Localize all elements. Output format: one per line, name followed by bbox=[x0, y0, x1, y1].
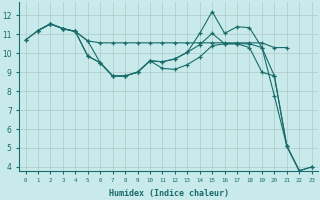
X-axis label: Humidex (Indice chaleur): Humidex (Indice chaleur) bbox=[108, 189, 228, 198]
